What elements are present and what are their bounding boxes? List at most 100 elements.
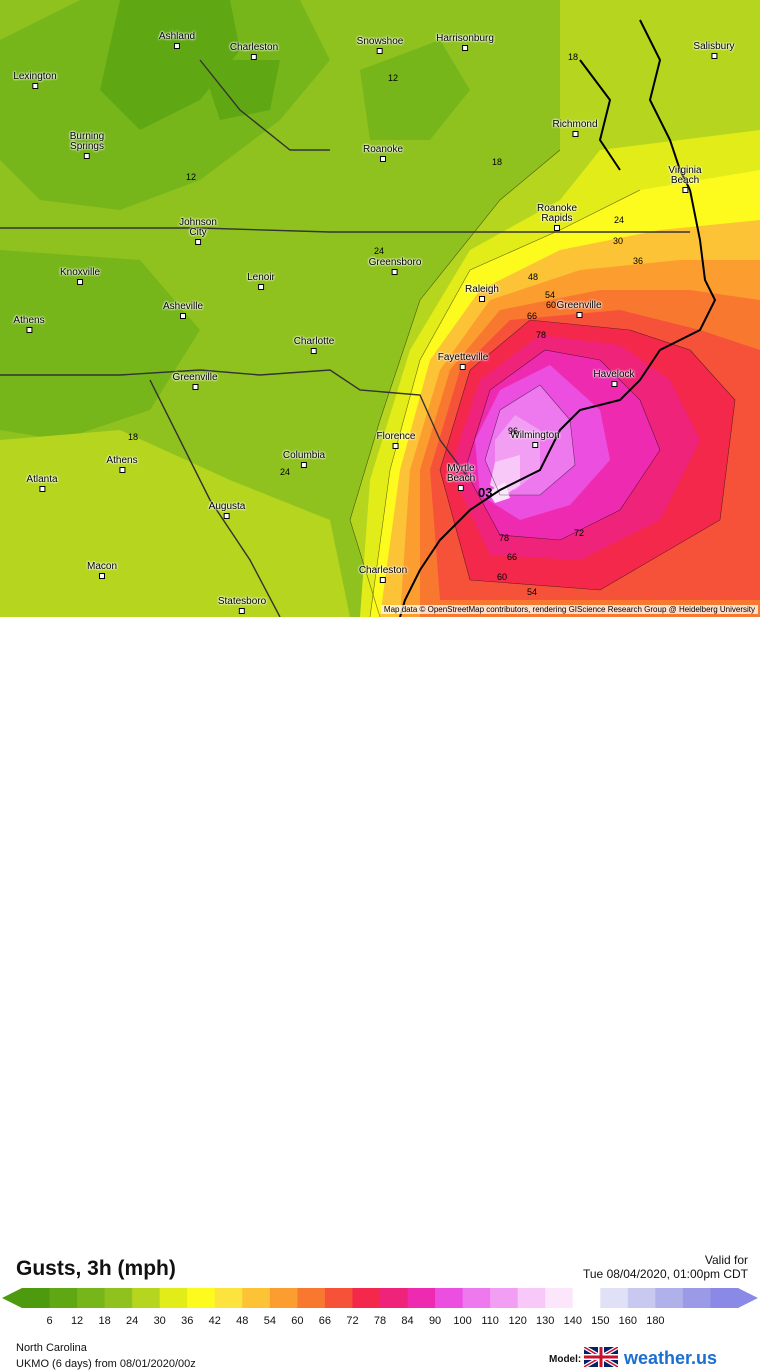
city-dot-icon xyxy=(192,384,198,390)
city-label: Columbia xyxy=(283,451,325,468)
city-dot-icon xyxy=(478,296,485,302)
contour-value-label: 96 xyxy=(508,426,519,436)
city-dot-icon xyxy=(462,45,468,51)
scale-tick-label: 24 xyxy=(126,1315,139,1327)
forecast-map[interactable]: Ashland Charleston Snowshoe Harrisonburg Sal… xyxy=(0,0,760,617)
contour-value-label: 24 xyxy=(614,215,625,225)
city-dot-icon xyxy=(554,225,560,231)
scale-swatch xyxy=(49,1288,78,1308)
city-label: Atlanta xyxy=(26,475,58,492)
city-label: Roanoke Rapids xyxy=(537,204,577,231)
city-dot-icon xyxy=(576,312,582,318)
city-dot-icon xyxy=(457,485,464,491)
city-label: Harrisonburg xyxy=(436,34,494,51)
city-dot-icon xyxy=(84,153,90,159)
city-label: Greenville xyxy=(556,301,602,318)
color-scale-bar xyxy=(2,1288,758,1308)
scale-tick-label: 72 xyxy=(346,1315,359,1327)
model-run-label: UKMO (6 days) from 08/01/2020/00z xyxy=(16,1358,196,1370)
city-dot-icon xyxy=(376,48,383,54)
city-dot-icon xyxy=(572,131,578,137)
scale-swatch xyxy=(682,1288,711,1308)
legend-panel: Gusts, 3h (mph) Valid for Tue 08/04/2020… xyxy=(0,617,760,1370)
city-dot-icon xyxy=(710,53,717,59)
scale-swatch xyxy=(545,1288,574,1308)
city-dot-icon xyxy=(173,43,180,49)
city-label: Havelock xyxy=(593,370,635,387)
scale-tick-label: 130 xyxy=(536,1315,555,1327)
scale-swatch xyxy=(297,1288,326,1308)
scale-swatch xyxy=(655,1288,684,1308)
brand-logo[interactable]: weather.us xyxy=(624,1348,718,1368)
valid-time: Valid for Tue 08/04/2020, 01:00pm CDT xyxy=(583,1253,748,1281)
scale-swatch xyxy=(242,1288,271,1308)
scale-tick-label: 160 xyxy=(618,1315,638,1327)
contour-value-label: 12 xyxy=(388,73,399,83)
scale-swatch xyxy=(710,1288,739,1308)
city-label: Florence xyxy=(377,432,415,449)
scale-max-arrow xyxy=(738,1288,758,1308)
color-scale-ticks: 6 12 18 24 30 36 42 48 54 60 66 72 78 84 90 100 110 120 13… xyxy=(0,1315,760,1329)
map-attribution[interactable]: Map data © OpenStreetMap contributors, r… xyxy=(380,605,758,614)
contour-value-label: 24 xyxy=(374,246,385,256)
contour-value-label: 54 xyxy=(527,587,538,597)
city-dot-icon xyxy=(681,187,688,193)
city-label: Lenoir xyxy=(247,273,275,290)
scale-swatch xyxy=(627,1288,656,1308)
city-label: Richmond xyxy=(552,120,598,137)
scale-swatch xyxy=(352,1288,381,1308)
city-dot-icon xyxy=(310,348,317,354)
city-dot-icon xyxy=(610,381,617,387)
contour-value-label: 36 xyxy=(633,256,644,266)
scale-swatch xyxy=(462,1288,491,1308)
city-dot-icon xyxy=(459,364,466,370)
city-label: Greenville xyxy=(172,373,218,390)
scale-swatch xyxy=(104,1288,133,1308)
city-dot-icon xyxy=(118,467,125,473)
valid-label: Valid for xyxy=(704,1253,748,1267)
city-dot-icon xyxy=(258,284,264,290)
legend-title: Gusts, 3h (mph) xyxy=(16,1257,176,1280)
scale-swatch xyxy=(214,1288,243,1308)
scale-swatch xyxy=(572,1288,601,1308)
city-label: Ashland xyxy=(159,32,195,49)
city-dot-icon xyxy=(392,269,398,275)
contour-value-label: 24 xyxy=(280,467,291,477)
city-dot-icon xyxy=(379,577,386,583)
city-dot-icon xyxy=(195,239,201,245)
contour-value-label: 18 xyxy=(128,432,139,442)
scale-swatch xyxy=(407,1288,436,1308)
scale-swatch xyxy=(132,1288,161,1308)
city-label: Myrtle Beach xyxy=(447,464,475,491)
scale-tick-label: 12 xyxy=(70,1315,84,1327)
scale-swatch xyxy=(490,1288,519,1308)
city-label: Roanoke xyxy=(363,145,403,162)
city-label: Salisbury xyxy=(693,42,735,59)
scale-swatch xyxy=(435,1288,464,1308)
uk-flag-icon xyxy=(584,1347,618,1367)
contour-value-label: 60 xyxy=(497,572,508,582)
contour-value-label: 78 xyxy=(536,330,547,340)
scale-tick-label: 42 xyxy=(208,1315,221,1327)
city-dot-icon xyxy=(532,442,538,448)
city-label: Asheville xyxy=(163,302,203,319)
scale-tick-label: 84 xyxy=(401,1315,414,1327)
model-label: Model: xyxy=(549,1354,582,1365)
scale-swatch xyxy=(600,1288,629,1308)
scale-tick-label: 180 xyxy=(646,1315,665,1327)
scale-tick-label: 100 xyxy=(453,1315,472,1327)
scale-tick-label: 90 xyxy=(428,1315,442,1327)
city-label: Snowshoe xyxy=(357,37,403,54)
scale-tick-label: 18 xyxy=(98,1315,111,1327)
contour-value-label: 66 xyxy=(527,311,538,321)
region-label: North Carolina xyxy=(16,1342,87,1354)
scale-swatch xyxy=(269,1288,298,1308)
scale-tick-label: 66 xyxy=(318,1315,332,1327)
city-label: Wilmington xyxy=(510,431,560,448)
scale-swatch xyxy=(324,1288,353,1308)
city-label: Charleston xyxy=(230,43,278,60)
city-label: Lexington xyxy=(13,72,57,89)
city-dot-icon xyxy=(77,279,83,285)
city-label: Macon xyxy=(87,562,117,579)
scale-swatch xyxy=(22,1288,51,1308)
